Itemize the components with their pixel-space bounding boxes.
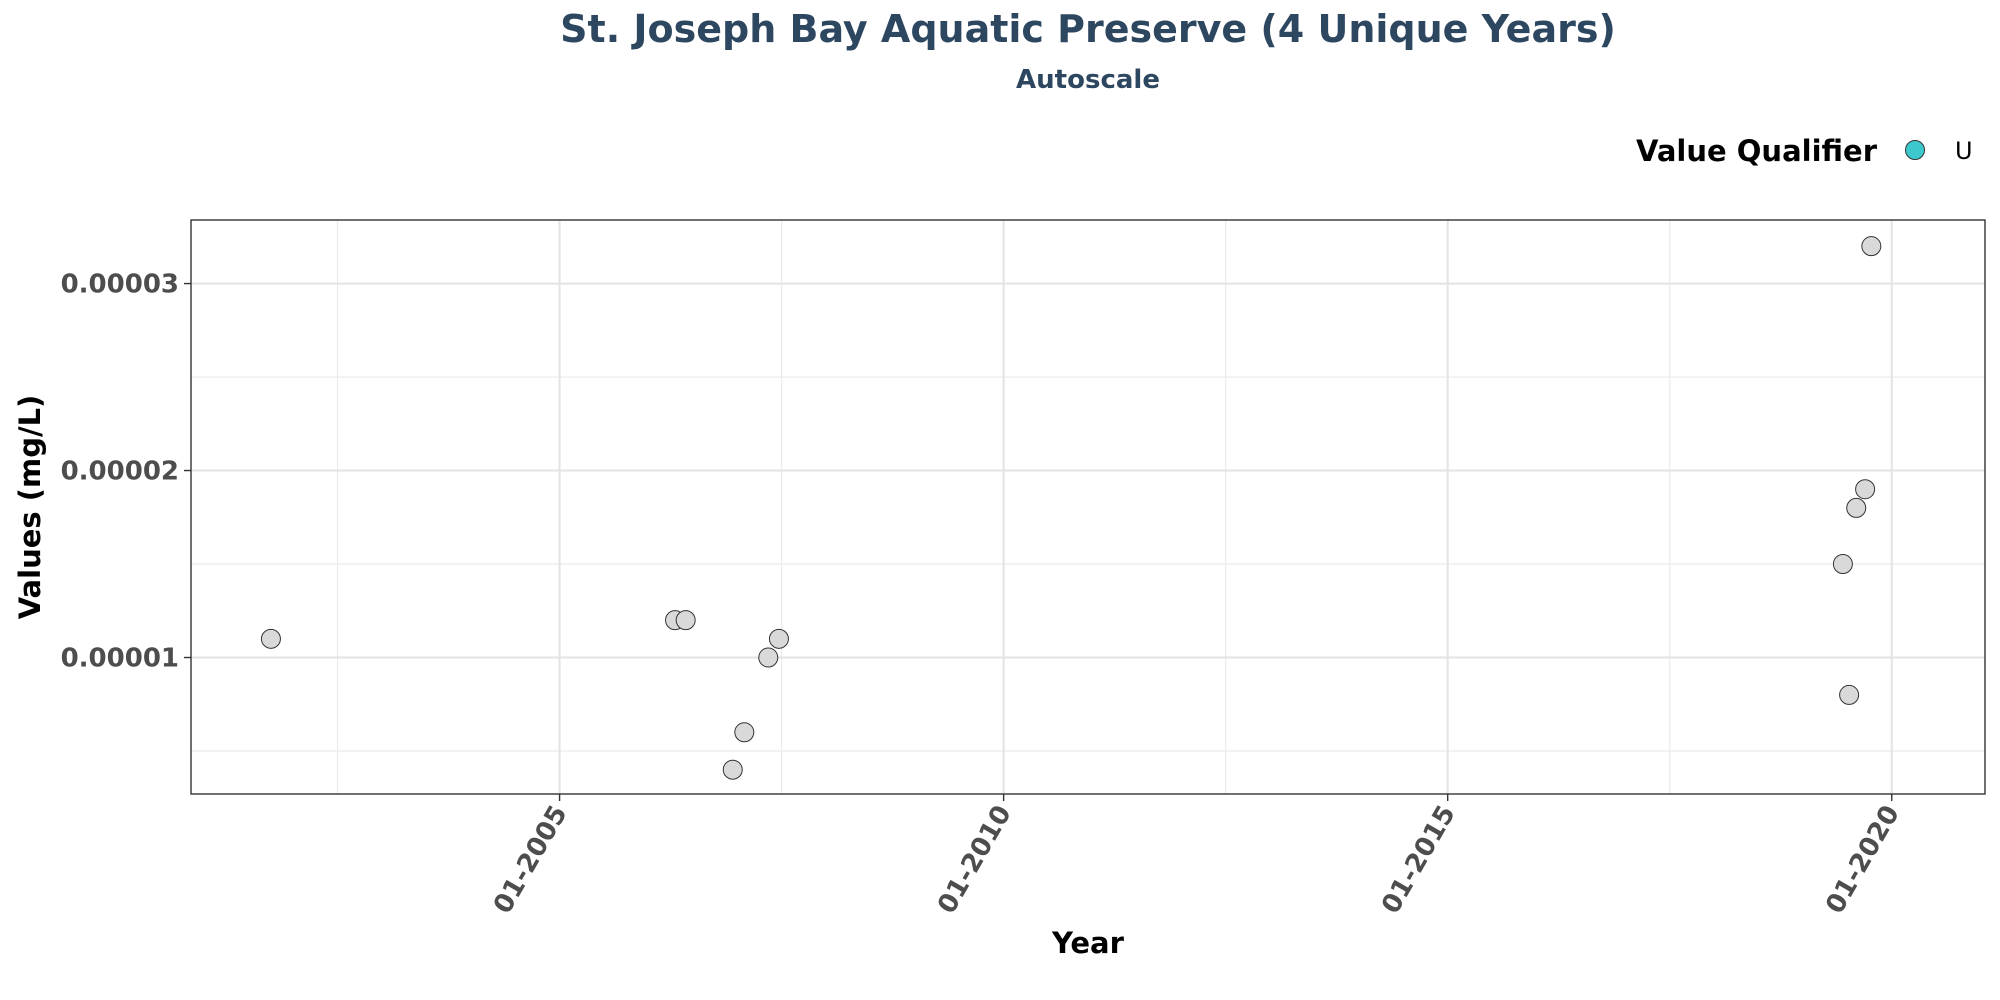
data-point [758,647,779,668]
data-point [260,628,281,649]
data-point [1832,554,1853,575]
legend-label-u: U [1955,137,1973,165]
data-point [734,722,755,743]
y-tick-label: 0.00002 [61,457,179,487]
data-point [722,759,743,780]
x-tick-label: 01-2020 [1820,801,1906,919]
chart-title: St. Joseph Bay Aquatic Preserve (4 Uniqu… [560,7,1616,51]
x-tick-label: 01-2015 [1376,801,1462,919]
data-point [1846,497,1867,518]
data-point [768,628,789,649]
data-point [1839,684,1860,705]
legend: Value Qualifier U [1636,134,1973,168]
x-axis-title: Year [1051,926,1125,960]
y-axis-title: Values (mg/L) [13,395,47,620]
x-tick-label: 01-2010 [932,800,1018,918]
y-tick-label: 0.00003 [61,270,179,300]
plot-area [190,219,1986,795]
data-point [1861,236,1882,257]
chart-subtitle: Autoscale [1016,65,1160,95]
data-point [675,610,696,631]
legend-title: Value Qualifier [1636,134,1878,168]
plot-border [190,219,1986,795]
data-point [1855,479,1876,500]
x-tick-label: 01-2005 [488,801,574,919]
y-tick-label: 0.00001 [61,644,179,674]
legend-key-u [1905,140,1925,160]
